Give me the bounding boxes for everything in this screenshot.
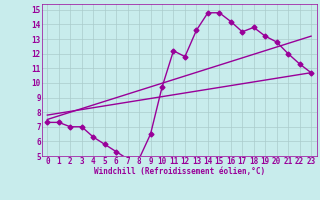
X-axis label: Windchill (Refroidissement éolien,°C): Windchill (Refroidissement éolien,°C) [94, 167, 265, 176]
